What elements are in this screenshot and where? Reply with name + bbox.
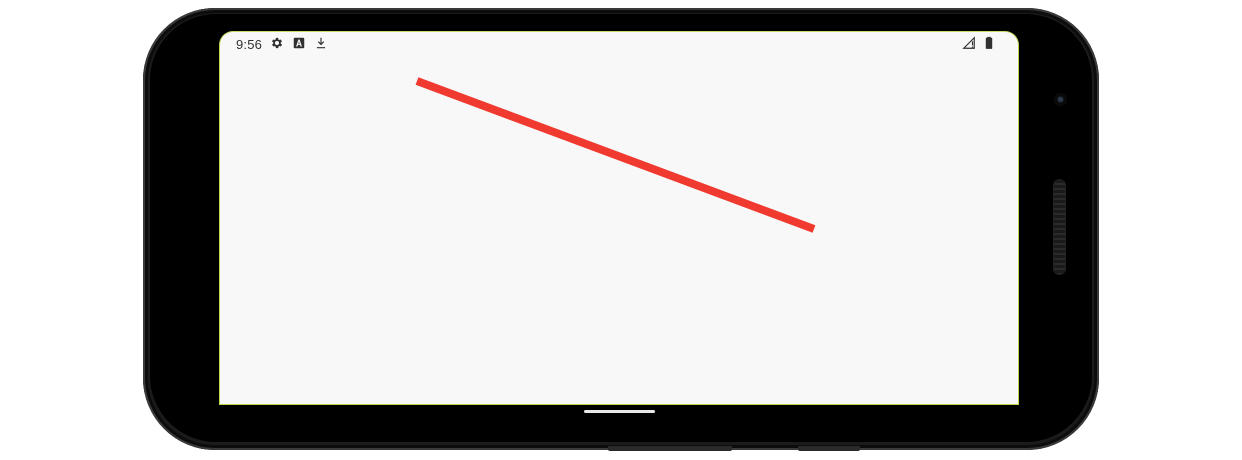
front-camera <box>1054 93 1067 106</box>
home-indicator[interactable] <box>584 410 655 413</box>
power-button <box>798 446 860 451</box>
settings-icon <box>270 36 284 50</box>
volume-button <box>608 446 732 451</box>
drawn-line <box>415 77 816 233</box>
battery-icon <box>982 36 996 50</box>
drawing-canvas[interactable] <box>220 32 1019 405</box>
earpiece-speaker <box>1054 180 1065 274</box>
signal-no-data-icon <box>962 36 976 50</box>
status-bar: 9:56 <box>220 32 1018 56</box>
device-screen[interactable]: 9:56 <box>219 31 1019 405</box>
status-time: 9:56 <box>236 37 263 52</box>
accessibility-a-icon <box>292 36 306 50</box>
download-icon <box>314 36 328 50</box>
